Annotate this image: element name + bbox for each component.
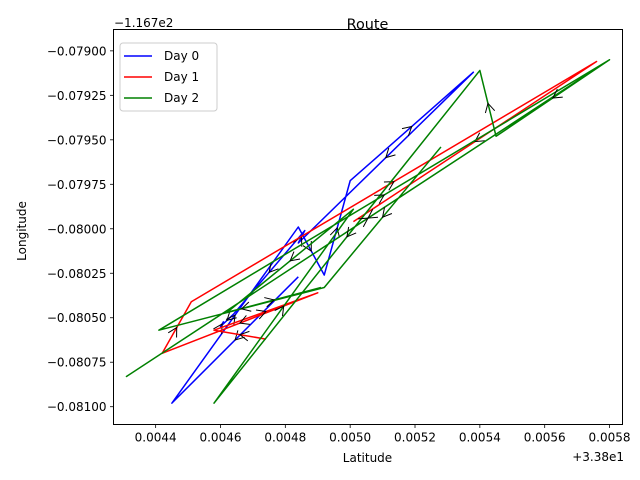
y-axis-label: Longitude	[15, 201, 29, 261]
x-tick-label: 0.0048	[264, 431, 306, 445]
chart-title: Route	[347, 17, 389, 33]
legend-label-day-2: Day 2	[164, 91, 199, 105]
legend-label-day-1: Day 1	[164, 70, 199, 84]
direction-arrow-day-1	[238, 330, 250, 342]
series-day-2	[125, 59, 611, 404]
y-tick-label: −0.08075	[47, 356, 107, 370]
x-tick-label: 0.0044	[135, 431, 177, 445]
legend: Day 0 Day 1 Day 2	[119, 42, 218, 112]
y-tick-label: −0.08000	[47, 222, 107, 236]
legend-label-day-0: Day 0	[164, 49, 199, 63]
y-tick-label: −0.08100	[47, 400, 107, 414]
direction-arrow-day-1	[167, 326, 178, 338]
y-tick-label: −0.08050	[47, 311, 107, 325]
direction-arrow-day-0	[385, 147, 396, 159]
legend-box	[119, 42, 218, 112]
y-tick-label: −0.07975	[47, 178, 107, 192]
direction-arrow-day-0	[225, 314, 236, 326]
direction-arrow-day-2	[357, 217, 369, 228]
direction-arrow-day-2	[274, 305, 285, 317]
y-offset-label: −1.167e2	[114, 16, 173, 30]
direction-arrow-day-2	[374, 194, 386, 204]
direction-arrow-day-2	[289, 251, 301, 262]
direction-arrow-day-2	[240, 301, 252, 312]
x-tick-label: 0.0058	[589, 431, 631, 445]
direction-arrow-day-0	[268, 262, 279, 274]
x-axis-label: Latitude	[343, 451, 392, 465]
direction-arrow-day-1	[255, 309, 267, 320]
direction-arrow-day-2	[381, 207, 393, 219]
direction-arrow-day-0	[226, 310, 237, 322]
direction-arrow-day-1	[238, 315, 250, 325]
y-tick-label: −0.07950	[47, 133, 107, 147]
direction-arrow-day-2	[484, 102, 496, 114]
plot-area-frame	[113, 29, 623, 425]
direction-arrow-day-2	[346, 226, 357, 238]
x-tick-label: 0.0054	[459, 431, 501, 445]
series-layer	[125, 59, 611, 404]
x-offset-label: +3.38e1	[572, 450, 624, 464]
x-tick-label: 0.0046	[199, 431, 241, 445]
y-tick-label: −0.08025	[47, 267, 107, 281]
x-tick-label: 0.0052	[394, 431, 436, 445]
direction-arrow-day-2	[264, 297, 275, 308]
direction-arrow-day-2	[551, 88, 563, 99]
direction-arrow-day-0	[401, 125, 413, 137]
ticks-layer: 0.0044 0.0046 0.0048 0.0050 0.0052 0.0054 0.00…	[47, 44, 631, 444]
direction-arrow-day-1	[383, 181, 395, 191]
direction-arrow-day-0	[329, 226, 340, 238]
x-tick-label: 0.0050	[329, 431, 371, 445]
x-tick-label: 0.0056	[524, 431, 566, 445]
y-tick-label: −0.07925	[47, 89, 107, 103]
direction-arrow-day-1	[474, 132, 485, 143]
y-tick-label: −0.07900	[47, 44, 107, 58]
